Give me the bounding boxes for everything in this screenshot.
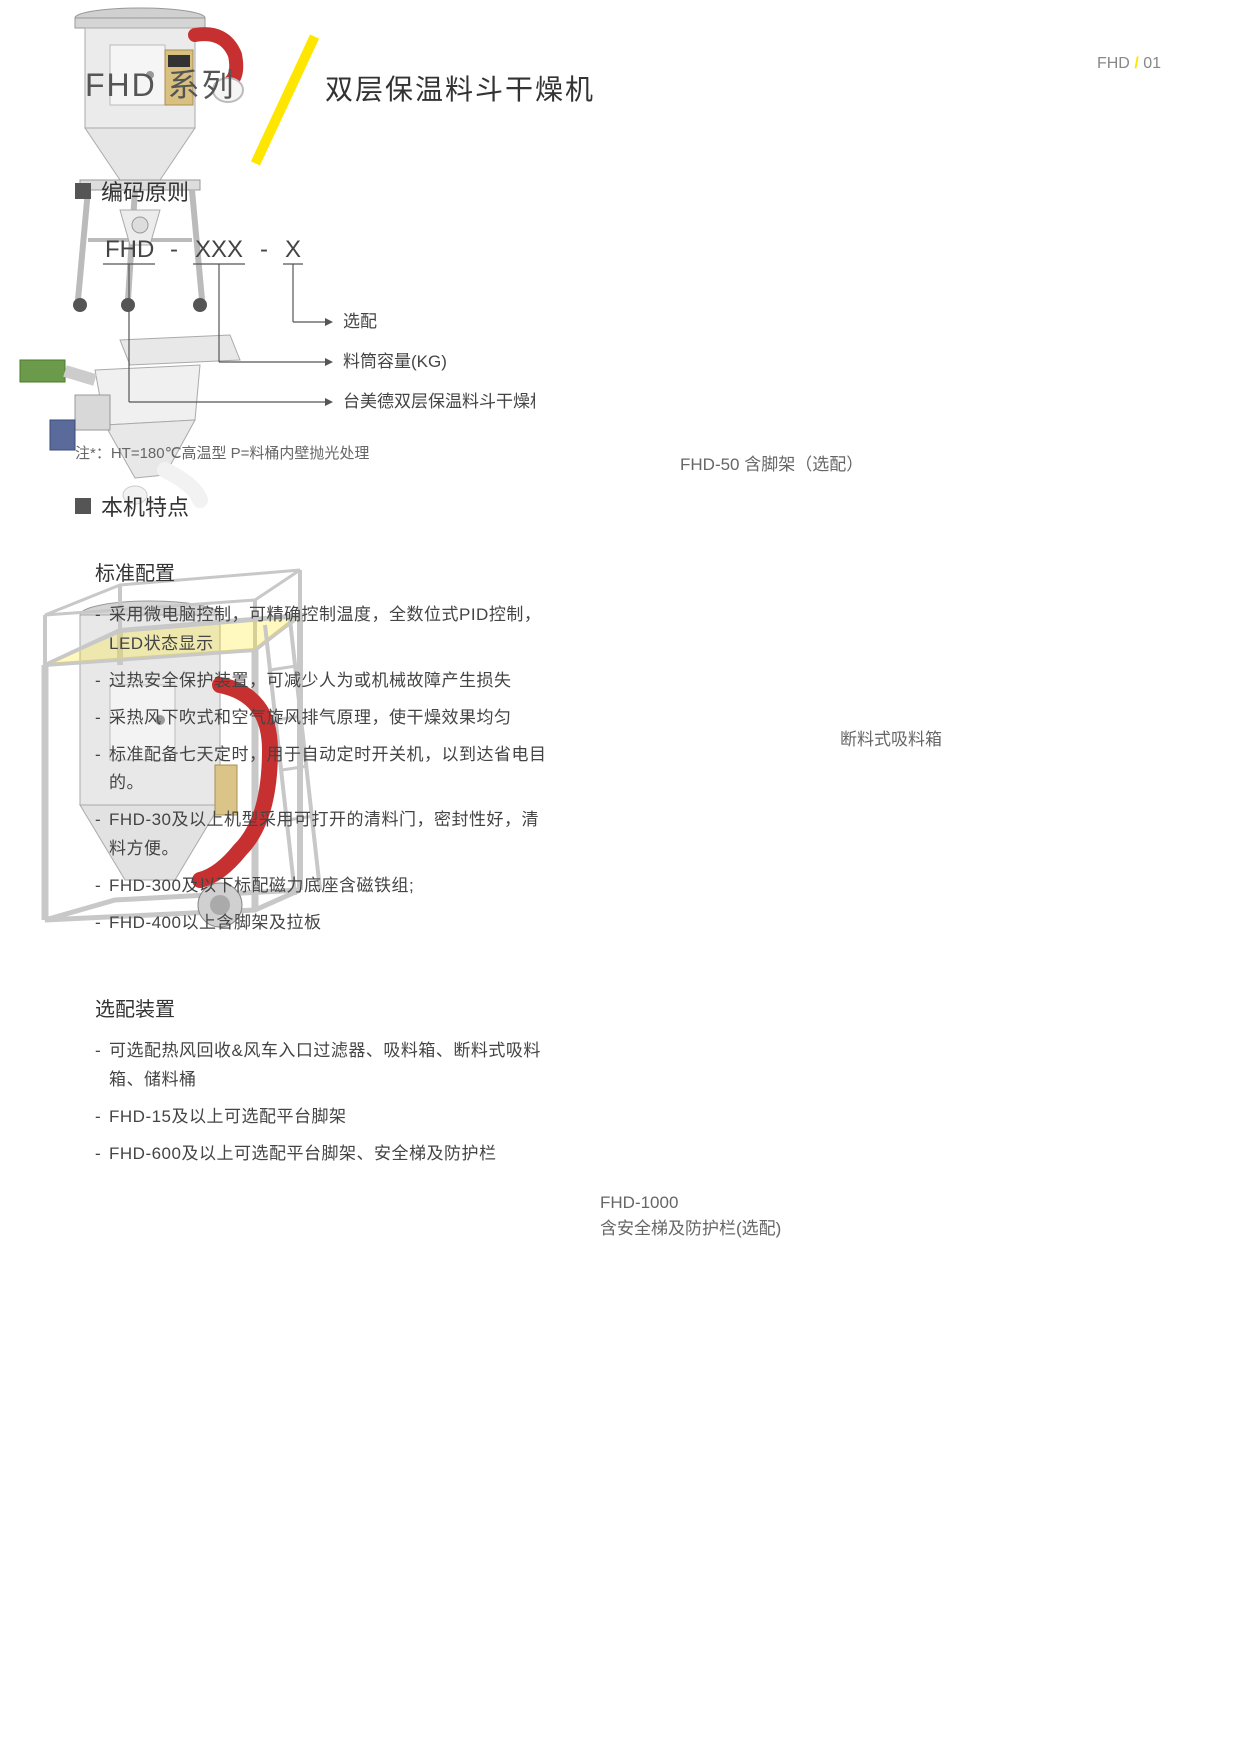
- list-item: 过热安全保护装置，可减少人为或机械故障产生损失: [95, 667, 555, 696]
- standard-heading: 标准配置: [95, 557, 555, 586]
- optional-heading: 选配装置: [95, 993, 555, 1022]
- page-num-value: 01: [1143, 55, 1161, 72]
- list-item: 采用微电脑控制，可精确控制温度，全数位式PID控制，LED状态显示: [95, 601, 555, 659]
- image3-caption: FHD-1000 含安全梯及防护栏(选配): [600, 1190, 781, 1241]
- page-number: FHD / 01: [1097, 55, 1161, 73]
- legend-1: 料筒容量(KG): [343, 352, 447, 371]
- header: FHD 系列 双层保温料斗干燥机: [85, 60, 1185, 106]
- legend-0: 选配: [343, 312, 377, 331]
- page-label: FHD: [1097, 55, 1130, 72]
- square-bullet-icon: [75, 183, 91, 199]
- coding-title-text: 编码原则: [101, 175, 189, 207]
- list-item: FHD-600及以上可选配平台脚架、安全梯及防护栏: [95, 1140, 555, 1169]
- list-item: FHD-400以上含脚架及拉板: [95, 909, 555, 938]
- image3-caption-line1: FHD-1000: [600, 1190, 781, 1216]
- list-item: 采热风下吹式和空气旋风排气原理，使干燥效果均匀: [95, 704, 555, 733]
- image2-caption: 断料式吸料箱: [840, 725, 942, 750]
- code-part-0: FHD: [105, 236, 154, 263]
- image1-caption: FHD-50 含脚架（选配）: [680, 450, 863, 475]
- features-section: 本机特点 标准配置 采用微电脑控制，可精确控制温度，全数位式PID控制，LED状…: [75, 490, 555, 1176]
- list-item: FHD-300及以下标配磁力底座含磁铁组;: [95, 872, 555, 901]
- coding-diagram: FHD - XXX - X 选配 料筒容量(KG) 台美德双层保温料斗干燥机: [95, 232, 535, 422]
- legend-2: 台美德双层保温料斗干燥机: [343, 392, 535, 411]
- code-part-3: -: [260, 236, 268, 263]
- list-item: FHD-30及以上机型采用可打开的清料门，密封性好，清料方便。: [95, 806, 555, 864]
- section-title-coding: 编码原则: [75, 175, 535, 207]
- product-title: 双层保温料斗干燥机: [325, 68, 595, 108]
- coding-note: 注*：HT=180℃高温型 P=料桶内壁抛光处理: [75, 442, 535, 463]
- code-part-1: -: [170, 236, 178, 263]
- section-title-features: 本机特点: [75, 490, 555, 522]
- page-slash-icon: /: [1134, 55, 1143, 72]
- series-title: FHD 系列: [85, 60, 236, 106]
- code-part-2: XXX: [195, 236, 243, 263]
- code-part-4: X: [285, 236, 301, 263]
- square-bullet-icon: [75, 498, 91, 514]
- image3-caption-line2: 含安全梯及防护栏(选配): [600, 1216, 781, 1242]
- list-item: FHD-15及以上可选配平台脚架: [95, 1103, 555, 1132]
- coding-section: 编码原则 FHD - XXX - X 选配 料筒容量(KG): [75, 175, 535, 463]
- features-title-text: 本机特点: [101, 490, 189, 522]
- list-item: 可选配热风回收&风车入口过滤器、吸料箱、断料式吸料箱、储料桶: [95, 1037, 555, 1095]
- list-item: 标准配备七天定时，用于自动定时开关机，以到达省电目的。: [95, 741, 555, 799]
- optional-feature-list: 可选配热风回收&风车入口过滤器、吸料箱、断料式吸料箱、储料桶 FHD-15及以上…: [95, 1037, 555, 1169]
- standard-feature-list: 采用微电脑控制，可精确控制温度，全数位式PID控制，LED状态显示 过热安全保护…: [95, 601, 555, 938]
